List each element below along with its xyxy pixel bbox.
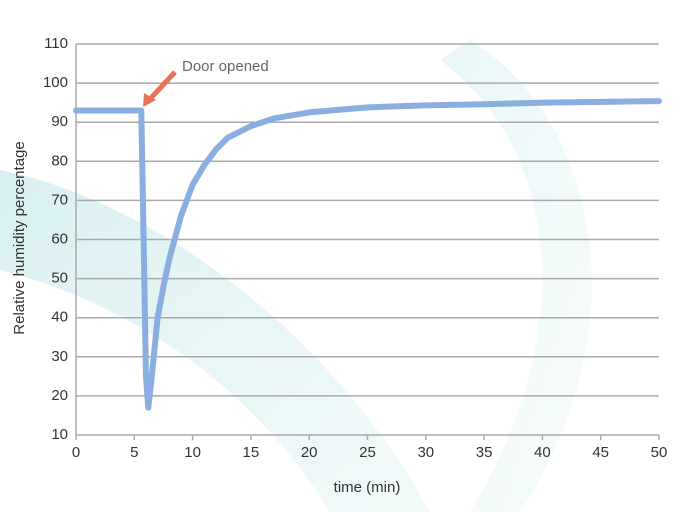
x-tick-label: 45 — [592, 444, 609, 461]
y-tick-label: 50 — [51, 270, 68, 287]
x-tick-label: 5 — [130, 444, 138, 461]
y-tick-label: 100 — [43, 74, 68, 91]
y-tick-label: 110 — [44, 35, 68, 52]
y-tick-label: 40 — [51, 309, 68, 326]
x-axis-label: time (min) — [334, 479, 401, 496]
x-tick-label: 30 — [417, 444, 434, 461]
x-tick-label: 10 — [184, 444, 201, 461]
x-tick-label: 25 — [359, 444, 376, 461]
background-swirl — [0, 170, 430, 512]
y-axis-label: Relative humidity percentage — [11, 141, 28, 334]
data-line — [73, 98, 662, 411]
x-tick-label: 0 — [72, 444, 80, 461]
y-tick-label: 70 — [51, 191, 68, 208]
background-swirl — [440, 40, 592, 512]
y-tick-label: 30 — [51, 348, 68, 365]
y-tick-label: 10 — [51, 426, 68, 443]
y-tick-label: 90 — [51, 113, 68, 130]
x-tick-label: 50 — [651, 444, 668, 461]
annotation-arrowhead — [143, 93, 156, 107]
y-tick-label: 80 — [51, 152, 68, 169]
x-tick-label: 20 — [301, 444, 318, 461]
x-tick-label: 35 — [476, 444, 493, 461]
y-tick-label: 20 — [51, 387, 68, 404]
y-tick-label: 60 — [51, 230, 68, 247]
x-tick-label: 40 — [534, 444, 551, 461]
annotation: Door opened — [182, 58, 269, 75]
annotation-arrow — [148, 70, 177, 101]
x-tick-label: 15 — [243, 444, 260, 461]
